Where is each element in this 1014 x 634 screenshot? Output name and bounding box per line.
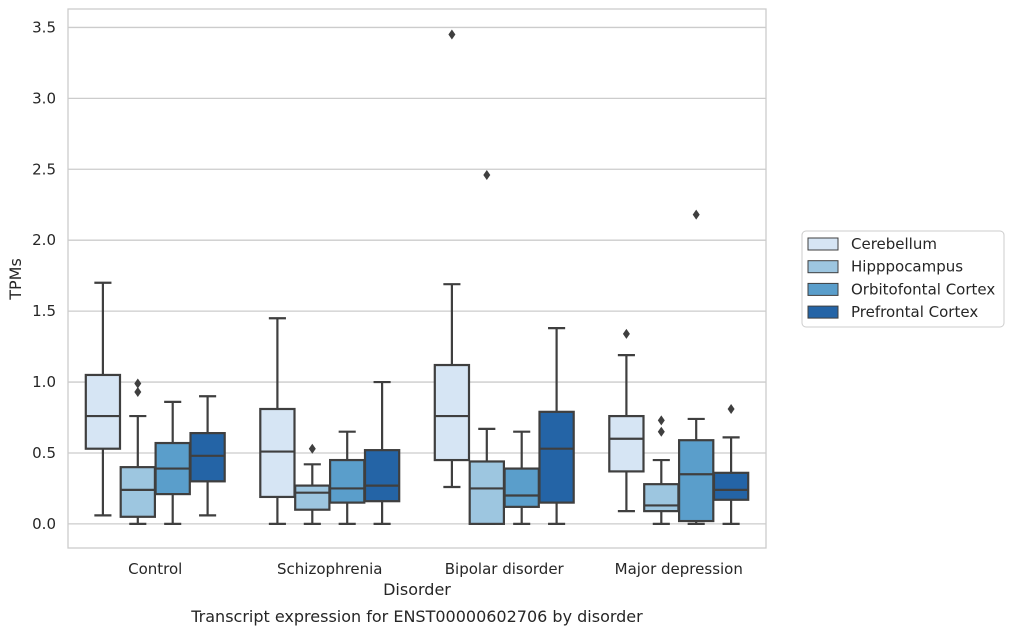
chart-caption: Transcript expression for ENST0000060270…: [190, 607, 643, 626]
box-body: [119, 466, 157, 518]
box-body: [84, 373, 122, 450]
y-tick-label: 1.0: [32, 373, 56, 391]
legend-label: Orbitofontal Cortex: [851, 280, 995, 298]
outlier-point: [657, 426, 665, 437]
x-tick-label: Schizophrenia: [277, 560, 382, 578]
plot-frame: [67, 8, 767, 549]
outlier-point: [134, 386, 142, 397]
box-3-0: [608, 328, 645, 513]
box-0-0: [84, 281, 122, 517]
outlier-point: [622, 328, 630, 339]
box-body: [468, 460, 506, 525]
box-1-3: [363, 380, 401, 525]
box-0-1: [119, 378, 157, 525]
outlier-point: [692, 209, 700, 220]
box-2-2: [503, 430, 540, 525]
y-tick-labels: 0.0 0.5 1.0 1.5 2.0 2.5 3.0 3.5: [32, 18, 56, 532]
box-body: [503, 467, 540, 508]
x-tick-label: Bipolar disorder: [445, 560, 565, 578]
x-tick-labels: Control Schizophrenia Bipolar disorder Majo…: [128, 560, 743, 578]
box-body: [259, 407, 296, 499]
x-tick-label: Major depression: [615, 560, 743, 578]
legend-label: Cerebellum: [851, 235, 937, 253]
y-tick-label: 1.5: [32, 302, 56, 320]
box-3-1: [643, 415, 680, 525]
box-body: [608, 414, 645, 473]
y-axis-label: TPMs: [6, 258, 25, 301]
legend-swatch: [807, 260, 839, 274]
box-2-3: [538, 327, 575, 525]
legend-items: Cerebellum Hipppocampus Orbitofontal Corte…: [807, 235, 995, 321]
outlier-point: [727, 403, 735, 414]
box-body: [189, 432, 226, 483]
box-2-0: [433, 29, 471, 489]
outlier-point: [308, 443, 316, 454]
box-body: [363, 449, 401, 503]
box-1-0: [259, 317, 296, 525]
x-tick-label: Control: [128, 560, 182, 578]
box-0-2: [154, 400, 191, 525]
box-body: [294, 484, 331, 511]
legend-swatch: [807, 305, 839, 319]
x-axis-label: Disorder: [383, 580, 451, 599]
outlier-point: [448, 29, 456, 40]
box-body: [433, 363, 471, 462]
outlier-point: [657, 415, 665, 426]
box-3-3: [712, 403, 750, 525]
legend-frame: [801, 230, 1005, 328]
box-body: [712, 471, 750, 501]
legend-label: Prefrontal Cortex: [851, 303, 978, 321]
outlier-point: [134, 378, 142, 389]
box-1-2: [328, 430, 366, 525]
y-tick-label: 3.5: [32, 18, 56, 36]
box-1-1: [294, 443, 331, 525]
box-groups: [84, 29, 750, 525]
box-2-1: [468, 169, 506, 525]
legend: Cerebellum Hipppocampus Orbitofontal Corte…: [801, 230, 1005, 328]
y-tick-label: 2.5: [32, 160, 56, 178]
y-tick-label: 2.0: [32, 231, 56, 249]
y-tick-label: 0.0: [32, 515, 56, 533]
box-body: [677, 439, 715, 523]
y-tick-label: 0.5: [32, 444, 56, 462]
box-body: [538, 410, 575, 504]
legend-swatch: [807, 237, 839, 251]
box-body: [328, 458, 366, 504]
box-0-3: [189, 395, 226, 517]
box-3-2: [677, 209, 715, 525]
box-body: [643, 483, 680, 513]
outlier-point: [483, 169, 491, 180]
legend-swatch: [807, 282, 839, 296]
y-tick-label: 3.0: [32, 89, 56, 107]
legend-label: Hipppocampus: [851, 258, 963, 276]
